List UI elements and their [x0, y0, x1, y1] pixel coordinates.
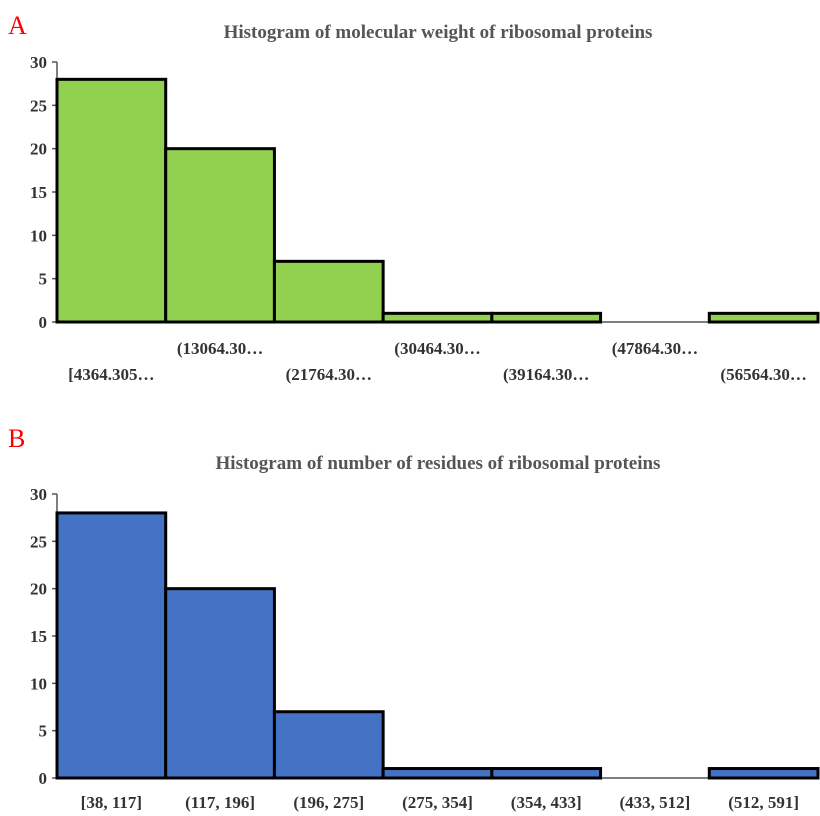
plot-area-b: 0 5 10 15 20 25 30 [38, 117] (117, 196] (196, 275…	[30, 485, 820, 812]
x-tick-label-a: [4364.305…	[68, 365, 154, 384]
x-tick-label-a: (56564.30…	[720, 365, 806, 384]
y-tick-label-b: 20	[30, 580, 47, 599]
y-tick-label-b: 15	[30, 627, 47, 646]
x-tick-label-a: (21764.30…	[286, 365, 372, 384]
chart-title-b: Histogram of number of residues of ribos…	[216, 453, 661, 474]
bar-a	[381, 311, 494, 324]
x-tick-label-b: (512, 591]	[728, 793, 799, 812]
x-tick-label-a: (13064.30…	[177, 339, 263, 358]
y-tick-label-b: 25	[30, 532, 47, 551]
x-tick-label-b: (196, 275]	[293, 793, 364, 812]
y-tick-label-b: 5	[39, 722, 48, 741]
bar-b	[55, 511, 168, 780]
x-tick-label-b: (354, 433]	[511, 793, 582, 812]
y-tick-label-a: 30	[30, 53, 47, 72]
y-tick-label-a: 15	[30, 183, 47, 202]
bar-b	[707, 767, 820, 780]
y-tick-label-a: 10	[30, 226, 47, 245]
panel-letter-b: B	[8, 424, 25, 453]
y-tick-label-b: 0	[39, 769, 48, 788]
y-tick-label-a: 20	[30, 140, 47, 159]
x-tick-label-b: (275, 354]	[402, 793, 473, 812]
chart-title-a: Histogram of molecular weight of ribosom…	[224, 22, 653, 43]
bar-a	[707, 311, 820, 324]
panel-b: B Histogram of number of residues of rib…	[8, 424, 820, 812]
bar-a	[490, 311, 603, 324]
panel-letter-a: A	[8, 11, 27, 40]
bar-b	[272, 710, 385, 780]
y-tick-label-a: 5	[39, 270, 48, 289]
bar-a	[272, 259, 385, 324]
bar-b	[164, 587, 276, 780]
bar-a	[55, 77, 168, 324]
y-tick-label-a: 0	[39, 313, 48, 332]
panel-a: A Histogram of molecular weight of ribos…	[8, 11, 820, 384]
x-tick-label-a: (47864.30…	[612, 339, 698, 358]
x-tick-label-a: (30464.30…	[394, 339, 480, 358]
bar-b	[490, 767, 603, 780]
x-tick-label-b: (117, 196]	[185, 793, 255, 812]
y-tick-label-a: 25	[30, 96, 47, 115]
bar-b	[381, 767, 494, 780]
plot-area-a: 0 5 10 15 20 25 30 [4364.305… (13064.30… (21764.3…	[30, 53, 820, 384]
bar-a	[164, 147, 276, 324]
y-tick-label-b: 10	[30, 674, 47, 693]
x-tick-label-b: (433, 512]	[620, 793, 691, 812]
x-tick-label-b: [38, 117]	[81, 793, 142, 812]
x-tick-label-a: (39164.30…	[503, 365, 589, 384]
y-tick-label-b: 30	[30, 485, 47, 504]
